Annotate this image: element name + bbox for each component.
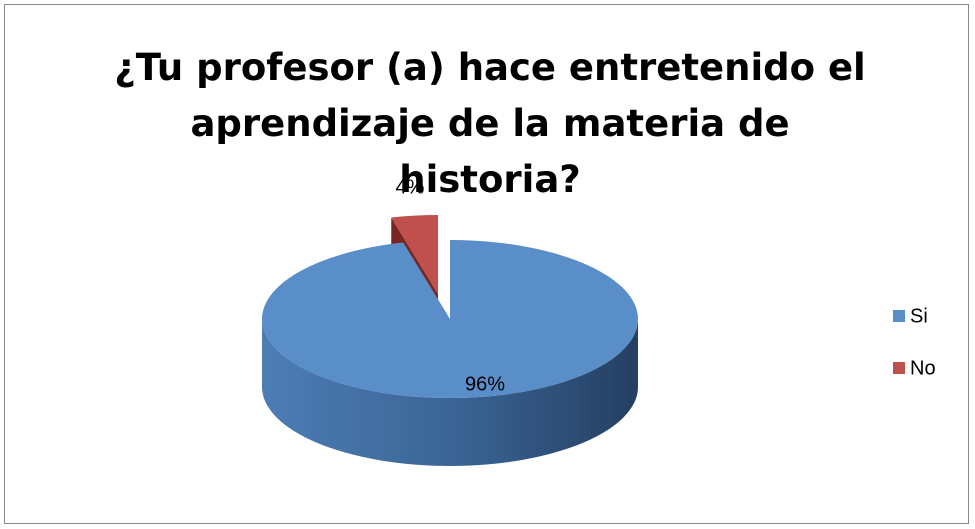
chart-title: ¿Tu profesor (a) hace entretenido el apr… bbox=[114, 46, 866, 201]
slice bbox=[261, 240, 638, 398]
legend-label: No bbox=[910, 357, 936, 379]
legend-label: Si bbox=[910, 305, 928, 327]
legend-swatch bbox=[893, 362, 905, 374]
slice bbox=[391, 215, 438, 294]
data-label: 4% bbox=[396, 176, 425, 198]
chart-frame bbox=[4, 4, 969, 524]
slice-side bbox=[262, 319, 638, 466]
data-label: 96% bbox=[465, 373, 505, 395]
legend-swatch bbox=[893, 310, 905, 322]
